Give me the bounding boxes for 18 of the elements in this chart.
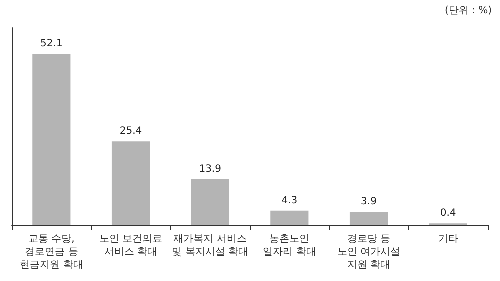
data-label: 25.4 [120, 126, 142, 138]
x-tick-label: 교통 수당, 경로연금 등 현금지원 확대 [20, 234, 84, 271]
data-label: 52.1 [40, 38, 63, 50]
bar [270, 210, 309, 225]
bar [112, 142, 150, 225]
text: (단위 : %) [444, 6, 492, 16]
bar [350, 212, 388, 225]
bar [191, 179, 230, 225]
x-tick-label: 농촌노인 일자리 확대 [263, 234, 316, 258]
x-tick-label: 경로당 등 노인 여가시설 지원 확대 [337, 234, 401, 271]
data-label: 3.9 [361, 196, 377, 208]
x-tick-label: 노인 보건의료 서비스 확대 [99, 234, 163, 258]
data-label: 0.4 [440, 208, 456, 220]
x-tick-label: 재가복지 서비스 및 복지시설 확대 [172, 234, 249, 258]
bar [32, 54, 71, 225]
x-tick-label: 기타 [438, 234, 458, 245]
data-label: 13.9 [199, 164, 222, 175]
data-label: 4.3 [282, 195, 298, 206]
